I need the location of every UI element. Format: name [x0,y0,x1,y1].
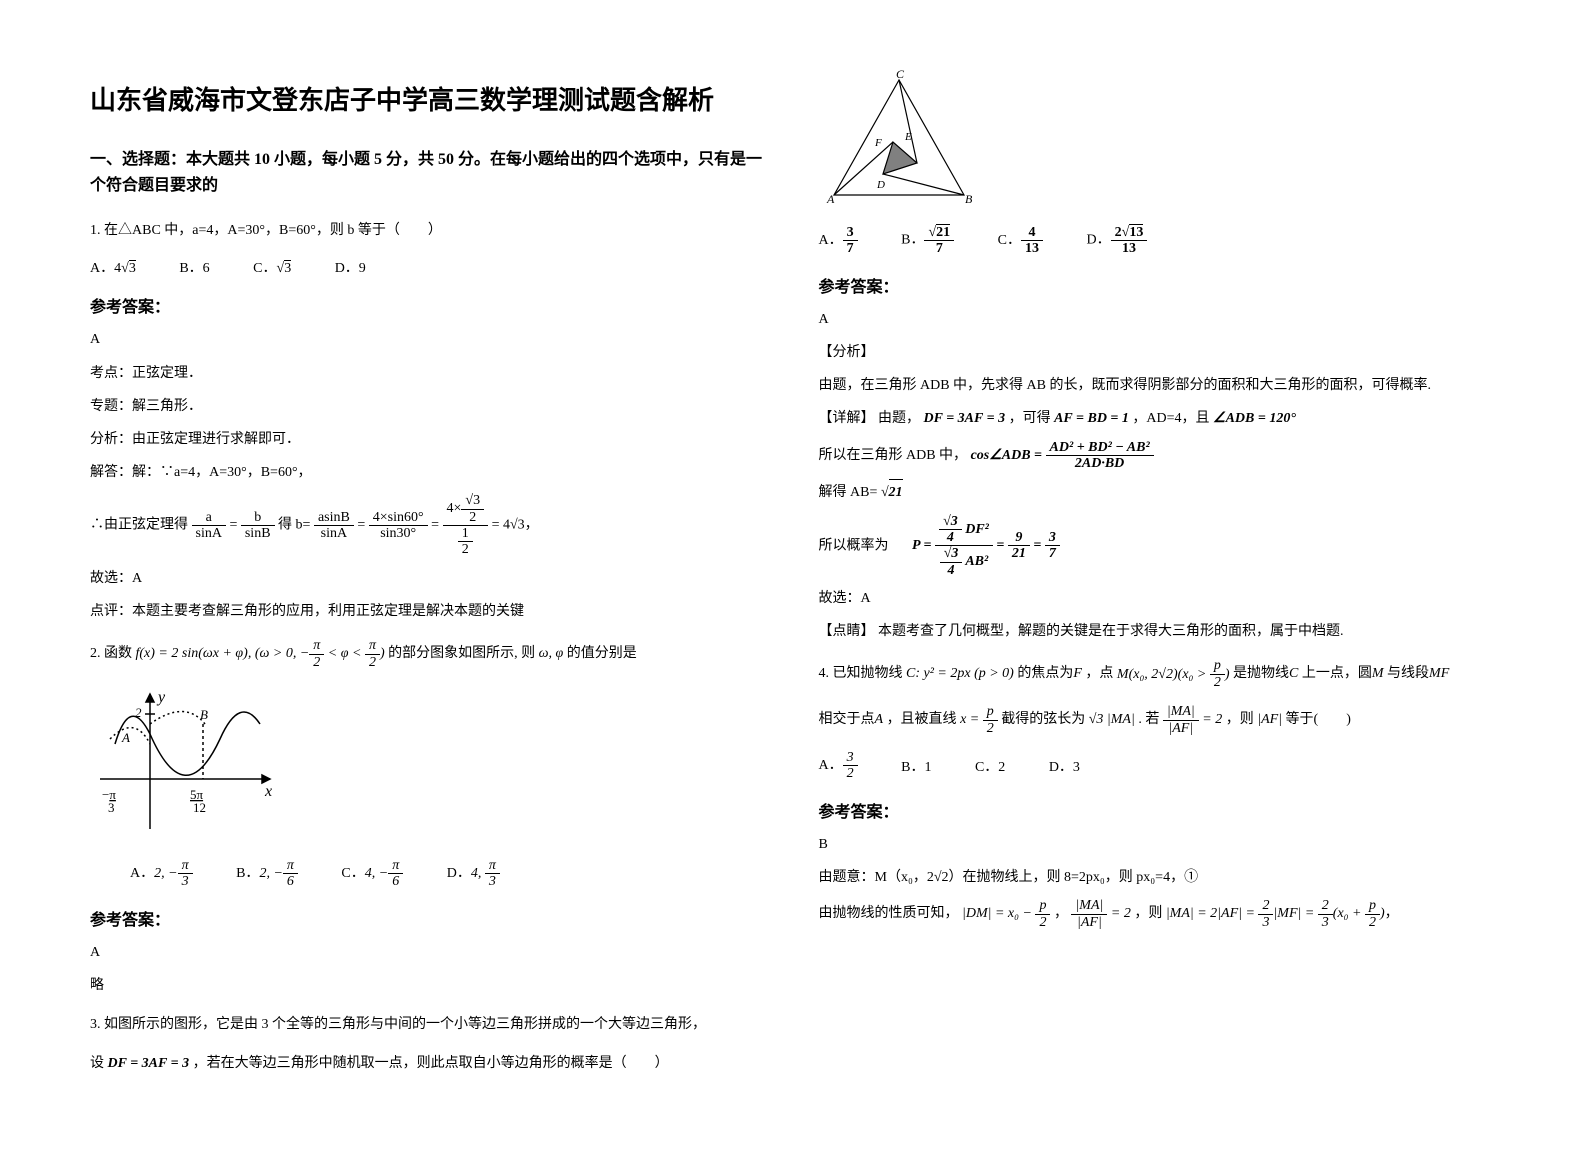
svg-text:12: 12 [193,800,206,815]
q1-optC: C．√3 [253,257,291,277]
q4-optC: C．2 [975,756,1005,776]
q3-detail: 【详解】 由题， DF = 3AF = 3 ，可得 AF = BD = 1 ，A… [819,406,1498,431]
q2-graph: 2 y x A B −π 3 5π 12 [90,684,280,844]
q2-options: A．2, −π3 B．2, −π6 C．4, −π6 D．4, π3 [130,858,769,890]
q4-sol1: 由题意：M（x₀，2√2）在抛物线上，则 8=2px₀，则 px₀=4，① [819,865,1498,890]
q3-prob: 所以概率为 P = √34 DF² √34 AB² = 921 = 37 [819,514,1498,579]
q3-answer-letter: A [819,307,1498,332]
q3-text1: 3. 如图所示的图形，它是由 3 个全等的三角形与中间的一个小等边三角形拼成的一… [90,1012,769,1037]
q2-answer-letter: A [90,940,769,965]
q2-optA: A．2, −π3 [130,858,193,890]
svg-text:y: y [156,689,166,706]
q1-line2: 专题：解三角形． [90,394,769,419]
q3-optA: A．37 [819,225,858,257]
q4-text2: 相交于点A ，且被直线 x = p2 截得的弦长为 √3 |MA| . 若 |M… [819,704,1498,736]
q1-optA: A．4√3 [90,257,136,277]
q3-comment: 【点睛】 本题考查了几何概型，解题的关键是在于求得大三角形的面积，属于中档题. [819,619,1498,644]
q3-diagram: C A B E D F [819,70,979,210]
left-column: 山东省威海市文登东店子中学高三数学理测试题含解析 一、选择题：本大题共 10 小… [90,60,769,1091]
svg-text:E: E [904,131,912,143]
svg-text:B: B [965,192,973,206]
q3-text2: 设 DF = 3AF = 3 ，若在大等边三角形中随机取一点，则此点取自小等边角… [90,1051,769,1076]
svg-text:A: A [121,730,130,745]
q1-line3: 分析：由正弦定理进行求解即可． [90,427,769,452]
q3-analysis-label: 【分析】 [819,340,1498,365]
q4-answer-label: 参考答案： [819,798,1498,822]
section-1-title: 一、选择题：本大题共 10 小题，每小题 5 分，共 50 分。在每小题给出的四… [90,147,769,198]
q4-optD: D．3 [1049,756,1080,776]
svg-text:3: 3 [108,800,115,815]
q4-sol2: 由抛物线的性质可知， |DM| = x₀ − p2 ， |MA||AF| = 2… [819,898,1498,930]
right-column: C A B E D F A．37 B．√217 C．413 D．2√1313 参… [819,60,1498,1091]
q4-optA: A．32 [819,750,858,782]
q2-optC: C．4, −π6 [341,858,403,890]
q2-text: 2. 函数 f(x) = 2 sin(ωx + φ), (ω > 0, −π2 … [90,638,769,670]
q3-analysis-text: 由题，在三角形 ADB 中，先求得 AB 的长，既而求得阴影部分的面积和大三角形… [819,373,1498,398]
q1-answer-letter: A [90,327,769,352]
q2-optB: B．2, −π6 [236,858,298,890]
q3-optB: B．√217 [901,224,954,257]
q1-optD: D．9 [335,257,366,277]
q1-line4: 解答：解：∵a=4，A=30°，B=60°， [90,460,769,485]
svg-text:F: F [874,137,882,149]
q4-answer-letter: B [819,832,1498,857]
q3-options: A．37 B．√217 C．413 D．2√1313 [819,224,1498,257]
q1-optB: B．6 [179,257,209,277]
q1-text: 1. 在△ABC 中，a=4，A=30°，B=60°，则 b 等于（ ） [90,218,769,243]
q2-optD: D．4, π3 [447,858,500,890]
q1-line7: 点评：本题主要考查解三角形的应用，利用正弦定理是解决本题的关键 [90,599,769,624]
q1-derivation: ∴由正弦定理得 asinA = bsinB 得 b= asinBsinA = 4… [90,493,769,558]
q1-line6: 故选：A [90,566,769,591]
q4-options: A．32 B．1 C．2 D．3 [819,750,1498,782]
q4-optB: B．1 [901,756,931,776]
svg-text:C: C [896,70,905,81]
svg-text:x: x [264,783,272,800]
document-title: 山东省威海市文登东店子中学高三数学理测试题含解析 [90,80,769,117]
q2-answer-label: 参考答案： [90,906,769,930]
q3-optC: C．413 [998,225,1043,257]
svg-text:D: D [876,179,885,191]
svg-text:2: 2 [135,705,142,720]
q2-answer-text: 略 [90,973,769,998]
q1-line1: 考点：正弦定理． [90,361,769,386]
q3-sel: 故选：A [819,586,1498,611]
q1-options: A．4√3 B．6 C．√3 D．9 [90,257,769,277]
q3-optD: D．2√1313 [1087,224,1148,257]
q3-cos: 所以在三角形 ADB 中， cos∠ADB = AD² + BD² − AB²2… [819,440,1498,472]
q4-text: 4. 已知抛物线 C: y² = 2px (p > 0) 的焦点为F ，点 M(… [819,658,1498,690]
q3-ab: 解得 AB= √21 [819,479,1498,505]
q1-answer-label: 参考答案： [90,293,769,317]
q3-answer-label: 参考答案： [819,273,1498,297]
svg-text:B: B [200,707,208,722]
svg-text:A: A [826,192,835,206]
